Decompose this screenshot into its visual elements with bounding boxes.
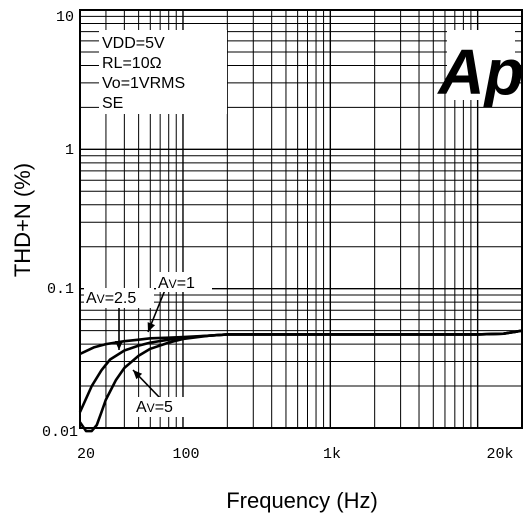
ap-logo: Ap bbox=[436, 30, 524, 108]
y-tick-0-1: 0.1 bbox=[47, 281, 74, 298]
label-bg-av-5 bbox=[134, 397, 186, 417]
label-arrows bbox=[115, 289, 166, 399]
series-line-av-5 bbox=[78, 329, 523, 433]
arrow-av-5 bbox=[132, 369, 161, 399]
x-tick-1k: 1k bbox=[323, 446, 341, 463]
svg-text:Ap: Ap bbox=[436, 36, 523, 108]
condition-se: SE bbox=[102, 95, 123, 112]
condition-vo: Vo=1VRMS bbox=[102, 75, 185, 92]
series-label-av-1: AV=1 bbox=[158, 275, 195, 292]
arrow-av-1 bbox=[147, 289, 166, 333]
y-axis-title: THD+N (%) bbox=[10, 163, 35, 277]
condition-vdd: VDD=5V bbox=[102, 35, 165, 52]
series-label-av-2-5: AV=2.5 bbox=[86, 290, 136, 307]
x-tick-20k: 20k bbox=[486, 446, 513, 463]
label-bg-av-2-5 bbox=[84, 288, 154, 308]
series-label-av-5: AV=5 bbox=[136, 399, 173, 416]
conditions-box bbox=[99, 30, 227, 114]
y-tick-0-01: 0.01 bbox=[42, 424, 78, 441]
y-tick-10: 10 bbox=[56, 9, 74, 26]
y-tick-1: 1 bbox=[65, 142, 74, 159]
condition-rl: RL=10Ω bbox=[102, 55, 162, 72]
x-tick-100: 100 bbox=[172, 446, 199, 463]
x-axis-title: Frequency (Hz) bbox=[226, 488, 378, 513]
label-bg-av-1 bbox=[156, 272, 212, 292]
arrow-av-2-5 bbox=[115, 306, 123, 350]
x-tick-20: 20 bbox=[77, 446, 95, 463]
plot-border bbox=[79, 9, 523, 429]
